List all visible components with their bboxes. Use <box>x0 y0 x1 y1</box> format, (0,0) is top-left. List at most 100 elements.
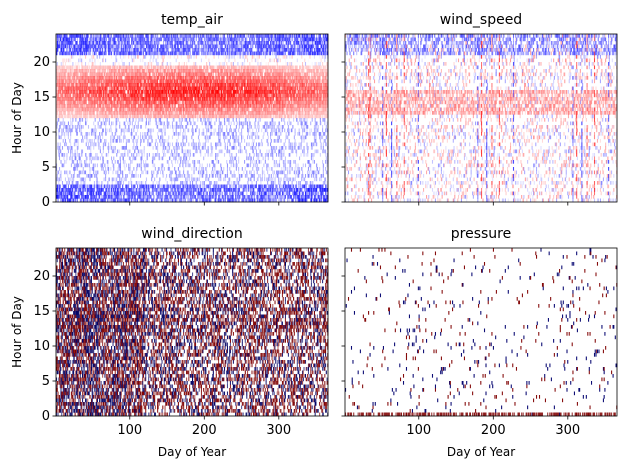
heatmap-cell <box>113 62 114 66</box>
heatmap-cell <box>169 34 170 38</box>
heatmap-cell <box>88 69 89 73</box>
heatmap-cell <box>103 59 104 63</box>
heatmap-cell <box>120 171 121 175</box>
heatmap-cell <box>143 171 144 175</box>
heatmap-cell <box>62 59 63 63</box>
heatmap-cell <box>99 132 100 136</box>
heatmap-cell <box>133 143 134 147</box>
heatmap-cell <box>78 66 79 70</box>
heatmap-cell <box>81 111 82 115</box>
heatmap-cell <box>77 174 78 178</box>
heatmap-cell <box>159 167 160 171</box>
heatmap-cell <box>70 150 71 154</box>
heatmap-cell <box>124 132 125 136</box>
heatmap-cell <box>149 153 150 157</box>
heatmap-cell <box>81 97 82 101</box>
heatmap-cell <box>169 38 170 42</box>
heatmap-cell <box>124 101 125 105</box>
heatmap-cell <box>140 195 141 199</box>
heatmap-cell <box>140 118 141 122</box>
heatmap-cell <box>112 76 113 80</box>
heatmap-cell <box>179 132 180 136</box>
heatmap-cell <box>67 171 68 175</box>
heatmap-cell <box>57 69 58 73</box>
heatmap-cell <box>172 136 173 140</box>
heatmap-cell <box>98 157 99 161</box>
heatmap-cell <box>80 122 81 126</box>
heatmap-cell <box>168 164 169 168</box>
heatmap-cell <box>99 83 100 87</box>
heatmap-cell <box>75 76 76 80</box>
heatmap-cell <box>75 118 76 122</box>
heatmap-cell <box>153 153 154 157</box>
heatmap-cell <box>65 139 66 143</box>
heatmap-cell <box>70 76 71 80</box>
heatmap-cell <box>69 125 70 129</box>
heatmap-cell <box>104 108 105 112</box>
heatmap-cell <box>136 174 137 178</box>
heatmap-cell <box>168 52 169 56</box>
heatmap-cell <box>63 157 64 161</box>
heatmap-cell <box>58 118 59 122</box>
heatmap-cell <box>167 55 168 59</box>
heatmap-cell <box>127 38 128 42</box>
heatmap-cell <box>86 174 87 178</box>
heatmap-cell <box>63 62 64 66</box>
heatmap-cell <box>72 195 73 199</box>
heatmap-cell <box>70 122 71 126</box>
heatmap-cell <box>63 115 64 119</box>
heatmap-cell <box>123 139 124 143</box>
heatmap-cell <box>164 34 165 38</box>
heatmap-cell <box>154 157 155 161</box>
heatmap-cell <box>119 174 120 178</box>
heatmap-cell <box>77 160 78 164</box>
heatmap-cell <box>72 129 73 133</box>
heatmap-cell <box>174 150 175 154</box>
heatmap-cell <box>159 157 160 161</box>
heatmap-cell <box>130 45 131 49</box>
heatmap-cell <box>146 178 147 182</box>
heatmap-cell <box>124 90 125 94</box>
heatmap-cell <box>133 188 134 192</box>
heatmap-cell <box>96 94 97 98</box>
heatmap-cell <box>89 167 90 171</box>
heatmap-cell <box>120 167 121 171</box>
heatmap-cell <box>135 150 136 154</box>
heatmap-cell <box>151 115 152 119</box>
heatmap-cell <box>153 171 154 175</box>
heatmap-cell <box>156 59 157 63</box>
heatmap-cell <box>57 52 58 56</box>
heatmap-cell <box>145 160 146 164</box>
heatmap-cell <box>147 87 148 91</box>
heatmap-cell <box>136 38 137 42</box>
heatmap-cell <box>152 108 153 112</box>
heatmap-cell <box>88 125 89 129</box>
heatmap-cell <box>58 132 59 136</box>
heatmap-cell <box>66 48 67 52</box>
heatmap-cell <box>136 167 137 171</box>
heatmap-cell <box>57 62 58 66</box>
heatmap-cell <box>144 45 145 49</box>
heatmap-cell <box>122 174 123 178</box>
heatmap-cell <box>108 150 109 154</box>
heatmap-cell <box>162 164 163 168</box>
heatmap-cell <box>118 87 119 91</box>
heatmap-cell <box>153 160 154 164</box>
heatmap-cell <box>145 80 146 84</box>
heatmap-cell <box>167 41 168 45</box>
heatmap-cell <box>65 83 66 87</box>
heatmap-cell <box>98 171 99 175</box>
heatmap-cell <box>129 104 130 108</box>
heatmap-cell <box>138 122 139 126</box>
heatmap-cell <box>116 59 117 63</box>
heatmap-cell <box>173 192 174 196</box>
heatmap-cell <box>131 188 132 192</box>
heatmap-cell <box>83 125 84 129</box>
heatmap-cell <box>119 69 120 73</box>
heatmap-cell <box>160 171 161 175</box>
heatmap-cell <box>111 55 112 59</box>
heatmap-cell <box>131 41 132 45</box>
heatmap-cell <box>162 73 163 77</box>
heatmap-cell <box>118 38 119 42</box>
heatmap-cell <box>161 129 162 133</box>
